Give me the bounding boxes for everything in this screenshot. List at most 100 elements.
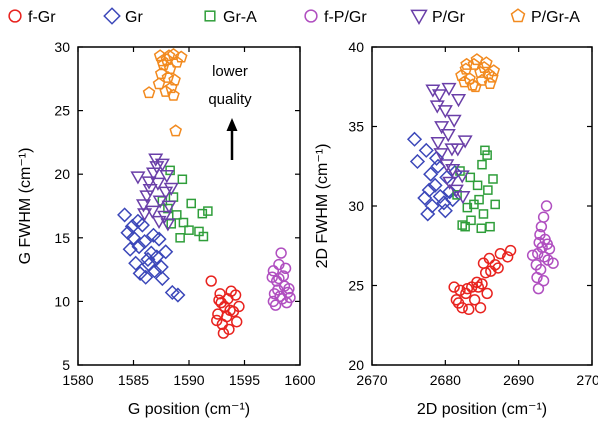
y-tick-label-left-30: 30 [54,39,70,55]
data-point-p-gr [141,176,157,190]
x-tick-label-left-1595: 1595 [229,372,260,388]
legend-label-gr: Gr [125,9,143,26]
series-gr-left [117,207,186,303]
data-point-p-gr-a [142,86,156,99]
data-point-p-gr [451,94,467,108]
legend-label-gr-a: Gr-A [223,9,257,26]
legend-entry-f-p-gr: f-P/Gr [304,9,367,26]
series-p-gr-left [130,153,179,232]
data-point-gr [437,203,453,219]
data-point-p-gr [163,182,179,196]
data-point-f-gr [476,278,488,290]
x-tick-label-left-1600: 1600 [284,372,315,388]
data-point-p-gr [135,199,152,213]
data-point-p-gr-a [470,53,484,66]
y-tick-label-right-30: 30 [348,198,364,214]
legend-label-p-gr: P/Gr [432,9,466,26]
data-point-gr-a [452,190,462,200]
panel-g-band: 1580 1585 1590 1595 1600 5 10 15 20 25 30 G FWHM (… [17,39,316,418]
data-point-p-gr [430,136,446,151]
data-point-gr [427,177,443,193]
data-point-gr [420,206,436,222]
legend-entry-p-gr-a: P/Gr-A [510,8,580,26]
legend-marker-gr-a [204,10,216,22]
data-point-gr-a [178,217,189,228]
y-tick-label-right-20: 20 [348,357,364,373]
annotation-line-2: quality [208,91,252,108]
data-point-p-gr-a [475,73,489,86]
data-point-gr-a [172,210,182,220]
data-point-p-gr-a [469,80,482,93]
data-point-gr-a [462,202,473,213]
data-point-f-gr [225,285,237,297]
data-point-gr-a [485,221,495,232]
data-point-gr-a [177,174,188,185]
data-point-gr-a [460,221,470,232]
data-point-p-gr-a [167,88,180,101]
data-point-f-gr [211,314,223,327]
data-point-p-gr [445,164,461,178]
legend-marker-gr [103,7,121,25]
series-gr-a-left [157,165,213,243]
data-point-f-gr [461,282,474,295]
data-point-gr [151,231,167,247]
data-point-gr-a [472,180,483,191]
data-point-p-gr [440,129,456,143]
up-arrow-icon [226,118,238,131]
data-point-gr [409,153,426,170]
x-tick-label-left-1590: 1590 [173,372,204,388]
data-point-p-gr [434,121,450,135]
data-point-gr-a [478,209,489,219]
y-axis-title-left: G FWHM (cm⁻¹) [17,148,34,265]
data-point-p-gr-a [154,67,168,80]
data-point-p-gr-a [156,54,169,67]
series-p-gr-a-right [455,53,501,93]
y-tick-label-left-5: 5 [62,357,70,373]
legend-label-f-p-gr: f-P/Gr [324,9,367,26]
data-point-f-p-gr [273,272,285,285]
data-point-f-p-gr [547,257,559,269]
y-tick-label-right-40: 40 [348,39,364,55]
y-tick-label-right-35: 35 [348,119,364,135]
series-p-gr-a-left [142,47,188,137]
series-f-gr-left [205,275,245,339]
data-point-gr-a [490,199,500,210]
data-point-gr [147,263,163,279]
data-point-f-p-gr [538,251,551,263]
data-point-f-p-gr [541,238,553,250]
data-point-gr [117,207,133,223]
legend-entry-gr: Gr [103,7,143,26]
data-point-gr [130,213,146,229]
data-point-f-p-gr [266,271,278,283]
data-point-gr [158,244,174,260]
plot-frame-left [77,46,301,366]
data-point-f-p-gr [284,291,296,304]
legend-entry-gr-a: Gr-A [204,9,257,26]
data-point-f-gr [460,287,472,300]
x-tick-label-right-2700: 2700 [576,372,598,388]
data-point-p-gr [150,177,166,191]
data-point-gr [406,131,423,147]
panel-2d-band: 2670 2680 2690 2700 20 25 30 35 40 2D FWHM (cm⁻¹… [314,39,598,418]
data-point-f-gr [472,281,485,293]
data-point-f-p-gr [275,247,287,259]
lower-quality-annotation: lower quality [208,63,252,160]
x-tick-label-right-2690: 2690 [503,372,534,388]
data-point-gr [170,287,186,303]
data-point-p-gr-a [460,57,473,70]
data-point-f-p-gr [535,220,548,233]
legend-entry-f-gr: f-Gr [8,9,56,26]
data-point-f-p-gr [537,211,550,223]
data-point-f-p-gr [540,200,553,212]
legend-marker-p-gr [410,9,428,25]
legend-marker-f-gr [8,9,22,23]
data-point-gr [418,142,434,158]
data-point-f-p-gr [537,275,550,287]
data-point-f-gr [471,276,483,289]
data-point-f-gr [217,327,230,339]
data-point-p-gr [159,170,175,184]
data-point-gr [125,230,142,246]
data-point-p-gr-a [152,77,166,90]
legend-entry-p-gr: P/Gr [410,9,466,26]
